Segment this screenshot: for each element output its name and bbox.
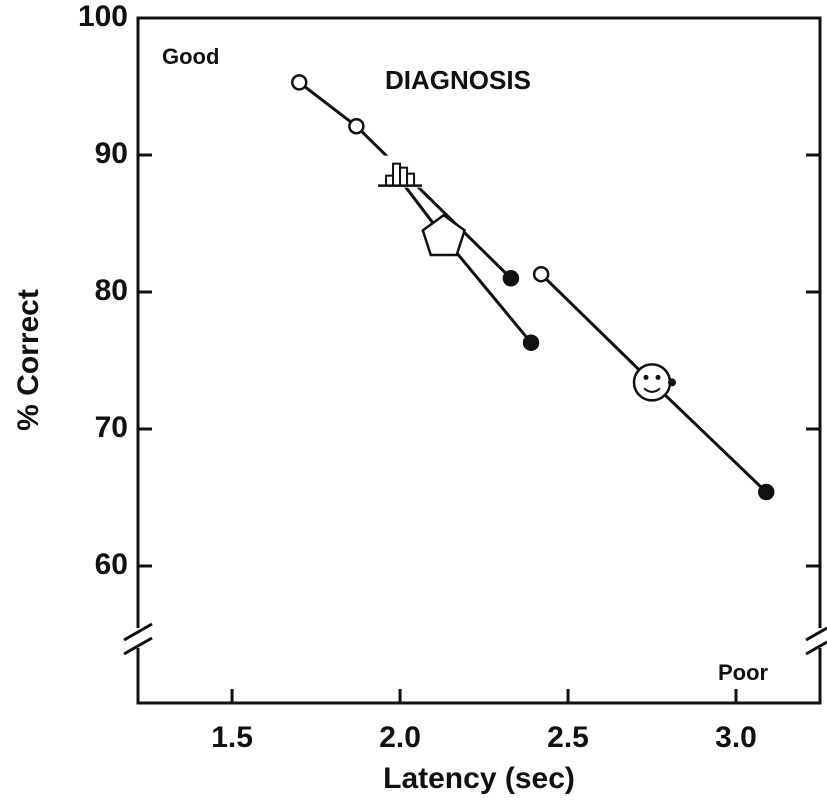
- face-icon: [632, 363, 677, 402]
- icon-bar: [392, 162, 402, 187]
- y-tick-label: 90: [95, 137, 128, 170]
- icon-bar: [385, 174, 395, 187]
- y-tick-label: 60: [95, 548, 128, 581]
- axis-break: [123, 622, 827, 656]
- histogram-icon: [378, 155, 423, 188]
- series-line: [398, 178, 533, 344]
- chart-title: DIAGNOSIS: [385, 65, 531, 95]
- y-tick-label: 80: [95, 274, 128, 307]
- y-tick-label: 100: [78, 0, 128, 33]
- x-tick-label: 1.5: [211, 721, 253, 754]
- point: [348, 117, 365, 135]
- x-axis-label: Latency (sec): [383, 762, 575, 795]
- annotation: Poor: [718, 660, 769, 685]
- plot-frame: [136, 16, 822, 705]
- pentagon-icon: [421, 213, 467, 257]
- icon-ear: [668, 378, 677, 387]
- x-tick-label: 3.0: [715, 721, 757, 754]
- annotation: Good: [162, 44, 219, 69]
- icon-mouth: [643, 387, 661, 393]
- x-tick-label: 2.0: [379, 721, 421, 754]
- point: [532, 265, 550, 283]
- x-tick-label: 2.5: [547, 721, 589, 754]
- point: [291, 74, 308, 91]
- icon-eye: [655, 374, 661, 380]
- y-tick-label: 70: [95, 411, 128, 444]
- icon-bar: [406, 172, 416, 187]
- icon-eye: [643, 374, 649, 380]
- icon-bar: [399, 166, 409, 187]
- point: [757, 483, 775, 501]
- point: [502, 270, 520, 287]
- y-axis-label: % Correct: [12, 289, 45, 431]
- point: [522, 334, 540, 351]
- icon-head: [632, 363, 672, 402]
